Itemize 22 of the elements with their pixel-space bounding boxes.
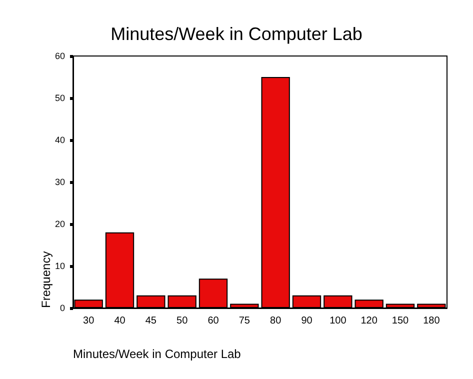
y-tick-label: 60 [54, 51, 65, 61]
x-tick-label: 50 [176, 316, 188, 326]
x-tick-label: 90 [301, 316, 313, 326]
x-tick-label: 150 [392, 316, 410, 326]
chart-title: Minutes/Week in Computer Lab [110, 24, 362, 44]
x-tick-label: 40 [114, 316, 126, 326]
x-tick-label: 180 [423, 316, 440, 326]
y-tick-label: 30 [54, 177, 65, 187]
x-tick-label: 100 [330, 316, 347, 326]
x-tick-label: 60 [208, 316, 220, 326]
x-tick-label: 75 [238, 316, 250, 326]
y-tick-label: 0 [60, 303, 65, 313]
y-tick-label: 20 [54, 219, 65, 229]
x-tick-label: 30 [83, 316, 95, 326]
x-tick-label: 120 [360, 316, 378, 326]
x-axis-title: Minutes/Week in Computer Lab [73, 347, 242, 361]
y-axis-title: Frequency [39, 251, 53, 308]
x-tick-label: 45 [145, 316, 157, 326]
x-tick-label: 80 [270, 316, 282, 326]
y-tick-label: 40 [54, 135, 65, 145]
y-tick-label: 50 [54, 93, 65, 103]
y-tick-label: 10 [54, 261, 65, 271]
